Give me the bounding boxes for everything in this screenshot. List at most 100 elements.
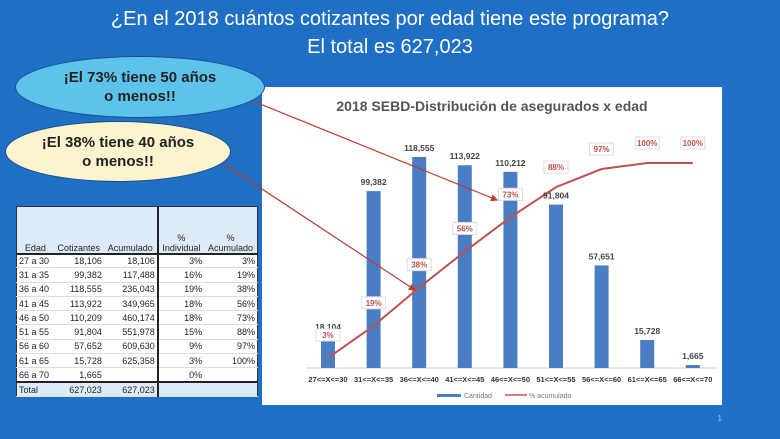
table-cell: 15% bbox=[157, 324, 205, 340]
page-number: 1 bbox=[717, 414, 722, 423]
table-cell bbox=[204, 367, 258, 383]
x-tick-label: 46<=X<=50 bbox=[491, 375, 530, 384]
total-empty bbox=[157, 381, 205, 397]
bar bbox=[321, 335, 335, 368]
bar-value-label: 57,651 bbox=[589, 251, 615, 261]
line-value-label: 73% bbox=[502, 190, 518, 199]
line-value-label: 38% bbox=[411, 261, 427, 270]
line-label-box bbox=[452, 221, 478, 235]
table-cell: 349,965 bbox=[103, 296, 159, 312]
x-tick-label: 41<=X<=45 bbox=[445, 375, 484, 384]
legend-swatch-cantidad bbox=[437, 394, 461, 397]
table-header: Edad Cotizantes Acumulado % Individual % A… bbox=[16, 206, 258, 255]
table-cell: 19% bbox=[157, 282, 205, 297]
header-individual: Individual bbox=[162, 242, 201, 253]
x-tick-label: 27<=X<=30 bbox=[308, 375, 347, 384]
table-cell: 18% bbox=[157, 310, 205, 326]
table-cell: 100% bbox=[204, 353, 258, 369]
bar bbox=[549, 204, 563, 368]
table-cell: 16% bbox=[157, 267, 205, 283]
x-tick-label: 56<=X<=60 bbox=[582, 375, 621, 384]
bar bbox=[366, 191, 381, 368]
table-cell: 18,106 bbox=[53, 253, 104, 269]
table-cell: 27 a 30 bbox=[16, 253, 54, 269]
table-row: 46 a 50 110,209 460,174 18% 73% bbox=[16, 310, 258, 326]
bar bbox=[594, 265, 609, 368]
table-cell: 236,043 bbox=[103, 282, 159, 297]
total-acumulado: 627,023 bbox=[103, 381, 159, 397]
x-tick-label: 31<=X<=35 bbox=[354, 375, 393, 384]
chart-title: 2018 SEBD-Distribución de asegurados x e… bbox=[336, 98, 647, 114]
line-value-label: 88% bbox=[548, 163, 564, 172]
table-cell: 36 a 40 bbox=[16, 282, 54, 297]
table-cell: 56 a 60 bbox=[16, 339, 54, 355]
header-cotizantes: Cotizantes bbox=[53, 206, 104, 255]
total-label: Total bbox=[16, 381, 54, 397]
table-cell: 551,978 bbox=[103, 324, 159, 340]
callout-38-percent: ¡El 38% tiene 40 años o menos!! bbox=[5, 121, 231, 182]
bar-value-label: 91,804 bbox=[543, 191, 569, 201]
table-cell: 46 a 50 bbox=[16, 310, 54, 326]
table-cell: 38% bbox=[204, 282, 258, 297]
header-pct-symbol: % bbox=[226, 232, 235, 243]
table-cell: 73% bbox=[204, 310, 258, 326]
table-cell: 18,106 bbox=[103, 253, 159, 269]
callout-38-line2: o menos!! bbox=[82, 152, 154, 170]
table-cell: 1,665 bbox=[53, 367, 104, 383]
bar-line-chart: 2018 SEBD-Distribución de asegurados x e… bbox=[262, 87, 722, 405]
callout-38-line1: ¡El 38% tiene 40 años bbox=[41, 133, 195, 151]
line-value-label: 100% bbox=[637, 139, 657, 148]
bar-value-label: 15,728 bbox=[634, 326, 660, 336]
table-cell bbox=[103, 367, 159, 383]
x-tick-label: 61<=X<=65 bbox=[628, 375, 667, 384]
table-cell: 3% bbox=[157, 253, 205, 269]
table-cell: 15,728 bbox=[53, 353, 104, 369]
table-row: 66 a 70 1,665 0% bbox=[16, 367, 258, 383]
table-cell: 88% bbox=[204, 324, 258, 340]
line-label-box bbox=[589, 142, 615, 156]
chart-svg: 2018 SEBD-Distribución de asegurados x e… bbox=[306, 98, 717, 400]
table-cell: 18% bbox=[157, 296, 205, 312]
table-cell: 3% bbox=[157, 353, 205, 369]
table-cell: 113,922 bbox=[53, 296, 104, 312]
table-cell: 625,358 bbox=[103, 353, 159, 369]
table-cell: 41 a 45 bbox=[16, 296, 54, 312]
table-row: 51 a 55 91,804 551,978 15% 88% bbox=[16, 324, 258, 340]
line-label-box bbox=[497, 187, 523, 201]
x-tick-label: 66<=X<=70 bbox=[673, 375, 712, 384]
x-tick-label: 36<=X<=40 bbox=[400, 375, 439, 384]
legend: Cantidad % acumulado bbox=[437, 393, 572, 400]
table-cell: 0% bbox=[157, 367, 205, 383]
table-cell: 56% bbox=[204, 296, 258, 312]
table-cell: 9% bbox=[157, 339, 205, 355]
table-cell: 3% bbox=[204, 253, 258, 269]
callout-73-line2: o menos!! bbox=[104, 88, 176, 105]
table-cell: 61 a 65 bbox=[16, 353, 54, 369]
total-empty bbox=[204, 381, 258, 397]
line-label-box bbox=[680, 136, 706, 150]
bar bbox=[457, 165, 472, 368]
line-value-label: 3% bbox=[322, 331, 334, 340]
table-cell: 19% bbox=[204, 267, 258, 283]
table-row: 41 a 45 113,922 349,965 18% 56% bbox=[16, 296, 258, 312]
table-cell: 57,652 bbox=[53, 339, 104, 355]
data-table: Edad Cotizantes Acumulado % Individual % A… bbox=[16, 206, 258, 397]
table-cell: 460,174 bbox=[103, 310, 159, 326]
line-label-box bbox=[361, 296, 387, 310]
table-cell: 97% bbox=[204, 339, 258, 355]
line-value-label: 100% bbox=[683, 139, 703, 148]
table-cell: 118,555 bbox=[53, 282, 104, 297]
line-series bbox=[327, 162, 693, 359]
table-cell: 51 a 55 bbox=[16, 324, 54, 340]
callout-73-line1: ¡El 73% tiene 50 años bbox=[63, 69, 217, 86]
table-cell: 66 a 70 bbox=[16, 367, 54, 383]
line-value-label: 56% bbox=[457, 224, 473, 233]
table-row: 56 a 60 57,652 609,630 9% 97% bbox=[16, 339, 258, 355]
table-total-row: Total 627,023 627,023 bbox=[16, 381, 258, 397]
header-pct-individual: % Individual bbox=[157, 206, 205, 255]
bar-value-label: 1,665 bbox=[682, 351, 704, 361]
bar-value-label: 110,212 bbox=[495, 158, 526, 168]
slide-title-line2: El total es 627,023 bbox=[307, 36, 473, 58]
total-cotizantes: 627,023 bbox=[53, 381, 104, 397]
table-cell: 110,209 bbox=[53, 310, 104, 326]
